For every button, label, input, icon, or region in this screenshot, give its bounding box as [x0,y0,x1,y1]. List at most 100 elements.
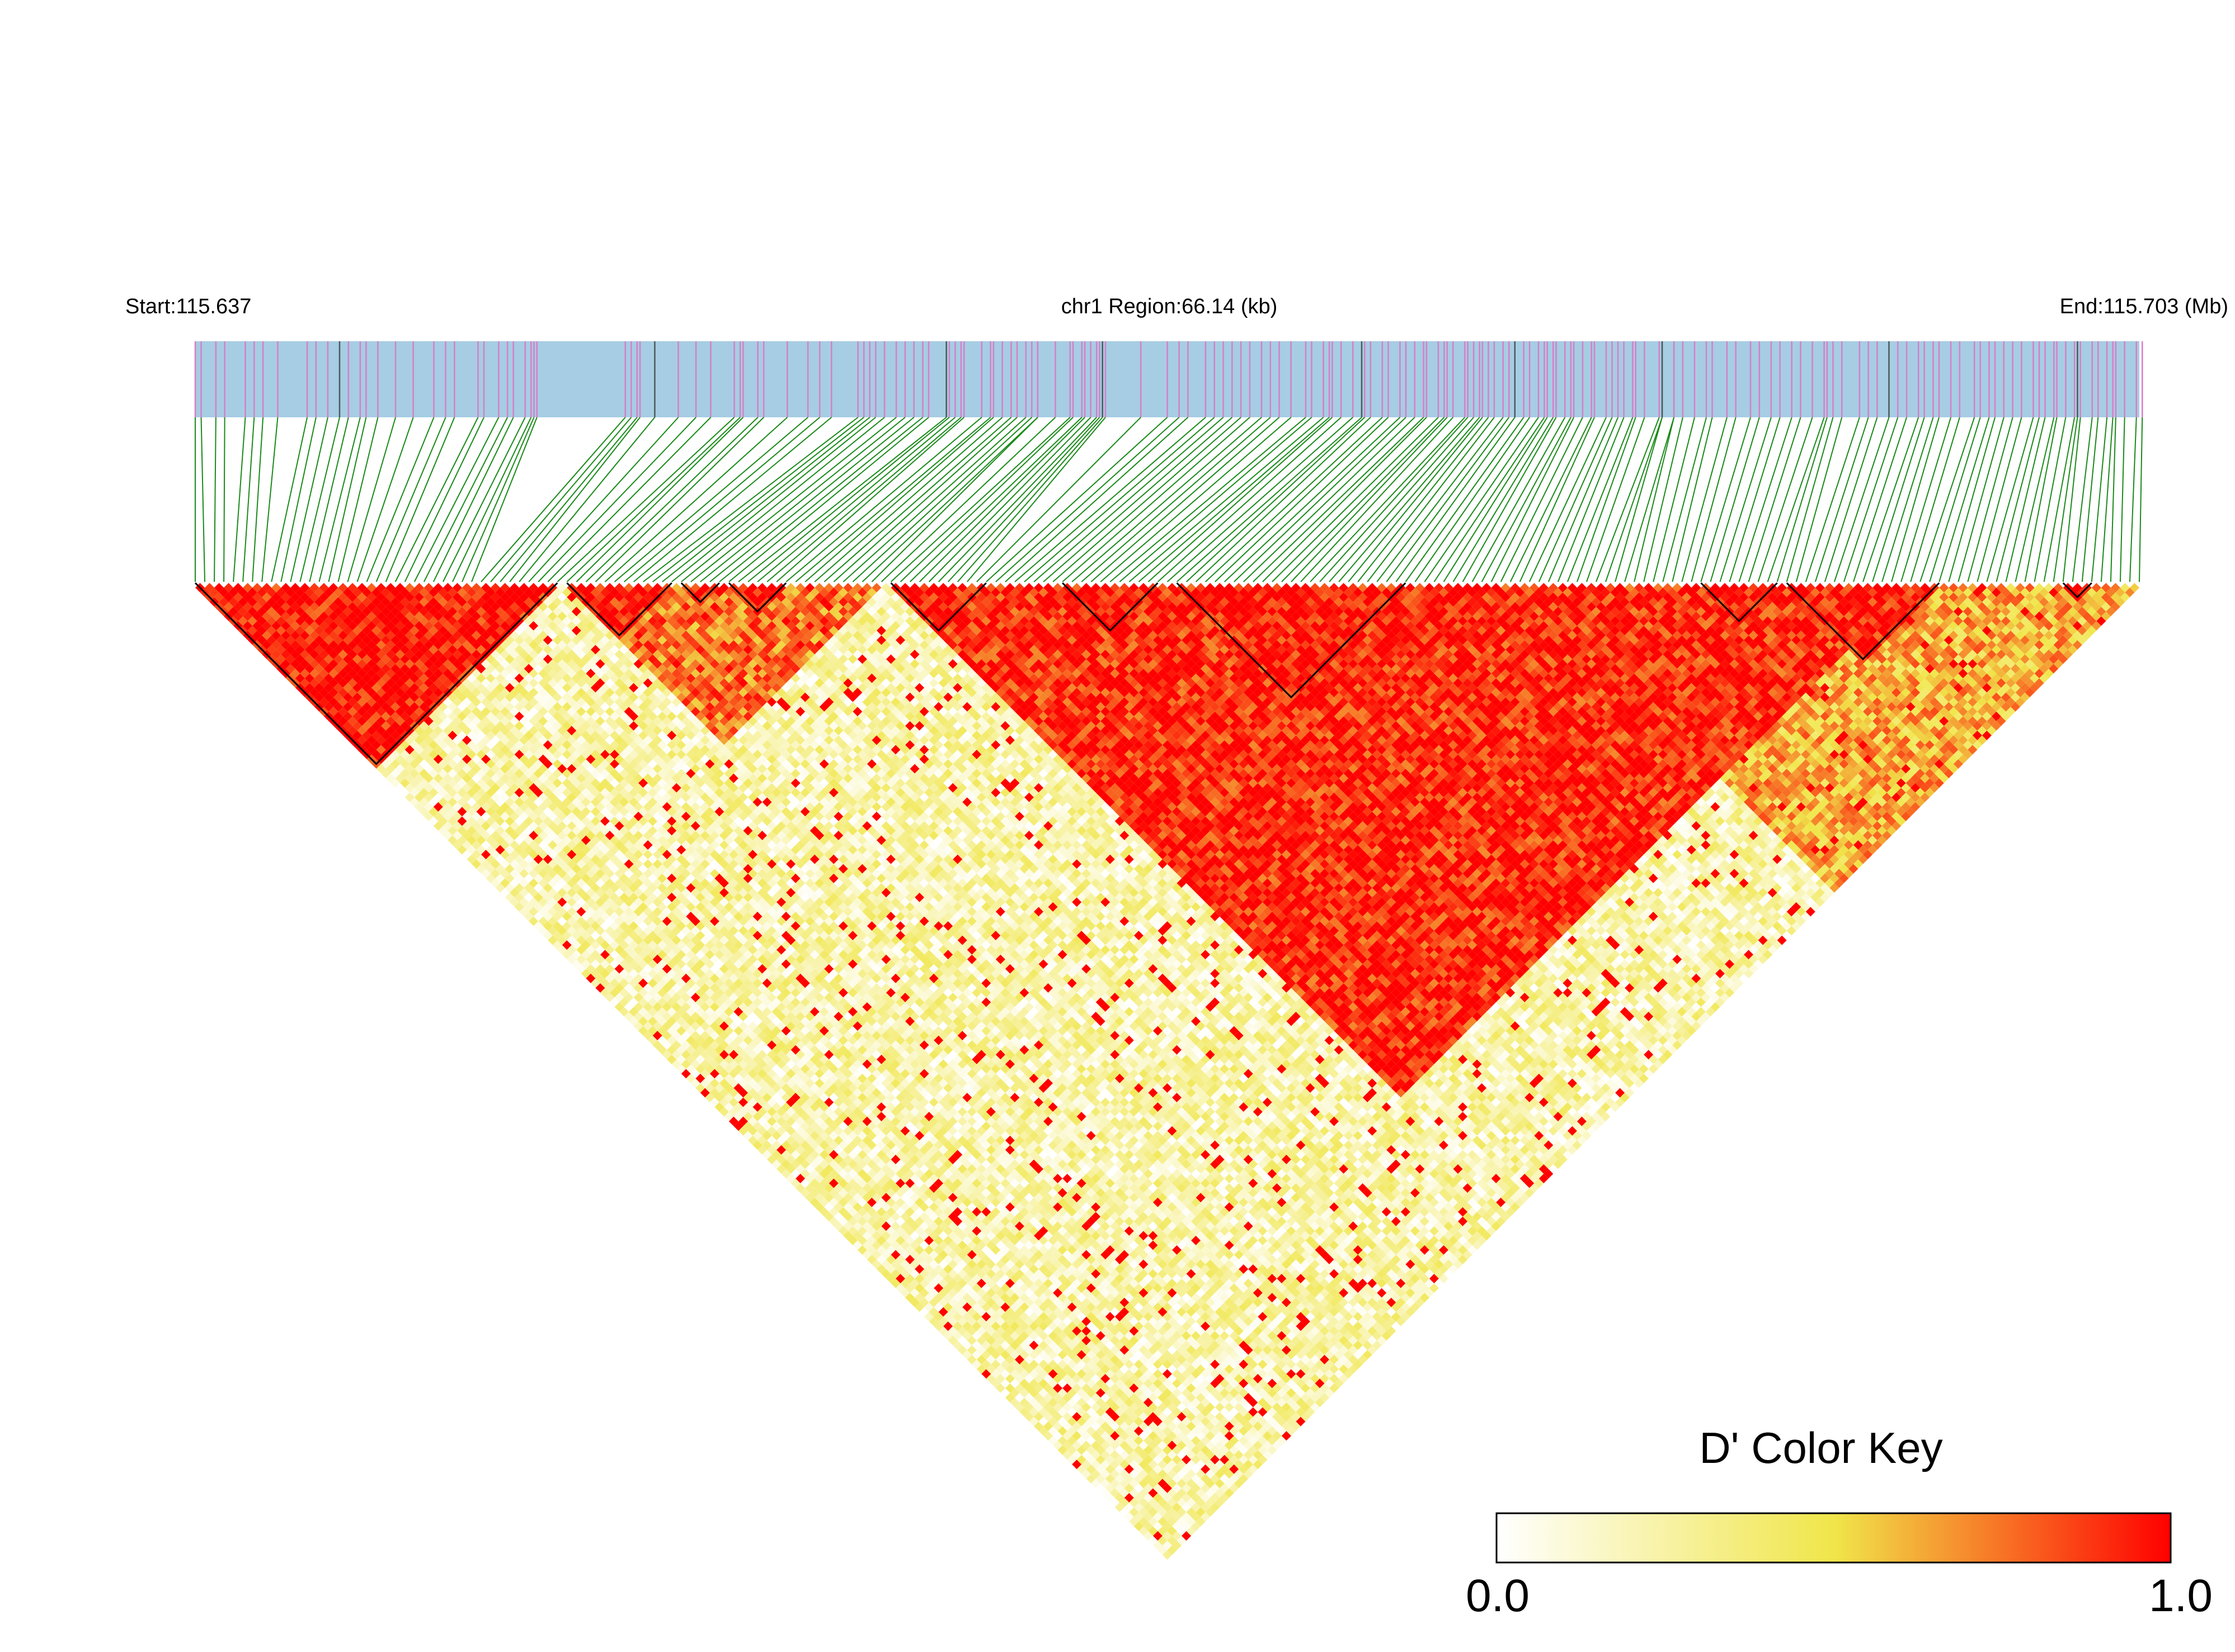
snp-connector [1967,417,2013,582]
ld-cell [548,897,558,907]
ld-cell [366,678,377,688]
ld-cell [915,1264,925,1274]
ld-cell [438,769,448,779]
ld-cell [500,878,510,888]
ld-cell [1010,1340,1020,1350]
ld-cell [328,649,338,660]
snp-connector [928,417,1091,582]
ld-cell [352,721,363,731]
ld-cell [338,669,348,679]
ld-cell [905,1235,915,1245]
ld-cell [462,840,472,850]
ld-cell [538,888,548,898]
ld-cell [652,1040,662,1050]
ld-cell [1167,1507,1177,1517]
ld-cell [876,1216,886,1226]
ld-cell [957,1316,967,1326]
ld-cell [529,840,539,850]
ld-cell [781,1121,791,1131]
ld-cell [1010,1359,1020,1369]
ld-cell [1067,1407,1077,1417]
ld-cell [414,735,424,745]
ld-cell [743,1064,753,1074]
snp-connector [728,417,929,582]
ld-cell [600,968,610,978]
ld-cell [705,1093,715,1103]
ld-cell [414,726,424,736]
ld-cell [347,678,357,688]
ld-cell [686,1007,696,1017]
ld-cell [791,1150,801,1160]
ld-cell [476,778,486,788]
ld-cell [862,1250,872,1260]
ld-cell [643,992,653,1003]
ld-cell [1105,1445,1115,1455]
ld-cell [1000,1359,1010,1369]
ld-cell [395,726,405,736]
ld-cell [886,1207,896,1217]
ld-cell [543,921,553,931]
ld-cell [1024,1373,1034,1383]
ld-cell [247,625,257,636]
ld-cell [471,821,482,831]
ld-cell [843,1221,853,1231]
snp-connector [1243,417,1415,582]
ld-cell [471,849,482,859]
ld-cell [304,673,314,683]
snp-connector [1538,417,1613,582]
ld-cell [352,702,363,712]
ld-cell [395,783,405,793]
snp-connector [1052,417,1241,582]
ld-cell [247,606,257,616]
ld-cell [533,902,543,912]
ld-cell [1152,1464,1163,1474]
ld-cell [576,878,586,888]
ld-cell [462,811,472,821]
ld-cell [395,754,405,764]
ld-cell [304,616,314,626]
snp-connector [1786,417,1834,582]
ld-cell [862,1240,872,1250]
ld-cell [1024,1345,1034,1355]
ld-cell [333,663,344,674]
ld-cell [1062,1373,1072,1383]
ld-cell [343,721,353,731]
ld-cell [562,949,572,959]
ld-cell [867,1178,877,1188]
ld-cell [557,869,567,879]
snp-connector [309,417,349,582]
ld-cell [514,902,524,912]
ld-cell [643,1021,653,1031]
ld-cell [747,1126,758,1136]
snp-connector [1509,417,1592,582]
ld-cell [1152,1540,1163,1550]
ld-cell [1010,1331,1020,1341]
ld-cell [991,1331,1001,1341]
ld-cell [771,1140,782,1150]
ld-cell [757,1126,768,1136]
ld-cell [781,1102,791,1112]
ld-cell [467,788,477,798]
ld-cell [643,954,653,964]
ld-cell [747,1097,758,1107]
ld-cell [972,1312,982,1322]
ld-cell [791,1102,801,1112]
ld-cell [500,869,510,879]
ld-cell [510,821,520,831]
ld-cell [957,1307,967,1317]
ld-cell [529,869,539,879]
snp-connector [1262,417,1427,582]
snp-connector [1338,417,1480,582]
ld-cell [285,597,295,607]
ld-cell [771,1074,782,1084]
ld-cell [281,602,291,612]
snp-connector [1357,417,1489,582]
snp-connector [623,417,820,582]
ld-cell [662,1040,672,1050]
ld-cell [491,792,501,802]
ld-cell [486,864,496,874]
ld-cell [352,683,363,693]
ld-cell [395,716,405,726]
ld-cell [433,811,443,821]
ld-cell [967,1354,977,1364]
